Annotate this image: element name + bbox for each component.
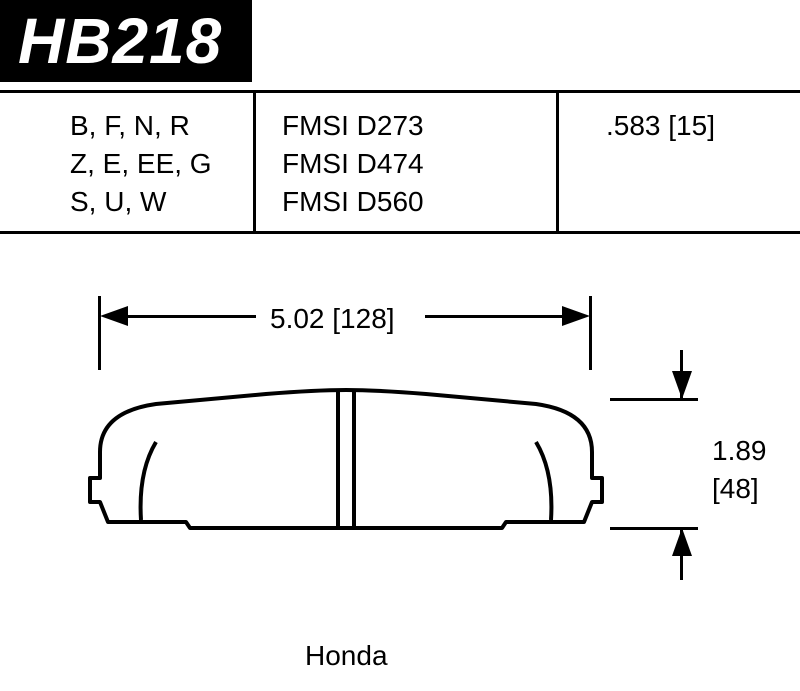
width-ext-right — [589, 296, 592, 370]
compound-codes: B, F, N, R Z, E, EE, G S, U, W — [70, 107, 212, 220]
height-dim-label: 1.89 [48] — [712, 432, 767, 508]
width-dim-line-right — [425, 315, 562, 318]
width-ext-left — [98, 296, 101, 370]
brake-pad-outline — [86, 382, 606, 542]
width-dim-label: 5.02 [128] — [270, 300, 395, 338]
width-dim-arrow-right — [562, 306, 590, 326]
thickness: .583 [15] — [606, 107, 715, 145]
brand-label: Honda — [305, 640, 388, 672]
part-number: HB218 — [18, 5, 222, 77]
divider-2 — [556, 90, 559, 234]
height-dim-arrow-top — [672, 371, 692, 399]
fmsi-codes: FMSI D273 FMSI D474 FMSI D560 — [282, 107, 424, 220]
top-rule — [0, 90, 800, 93]
width-dim-arrow-left — [100, 306, 128, 326]
part-number-header: HB218 — [0, 0, 252, 82]
height-dim-line-bot — [680, 528, 683, 580]
divider-1 — [253, 90, 256, 234]
width-dim-line-left — [128, 315, 256, 318]
bottom-rule — [0, 231, 800, 234]
